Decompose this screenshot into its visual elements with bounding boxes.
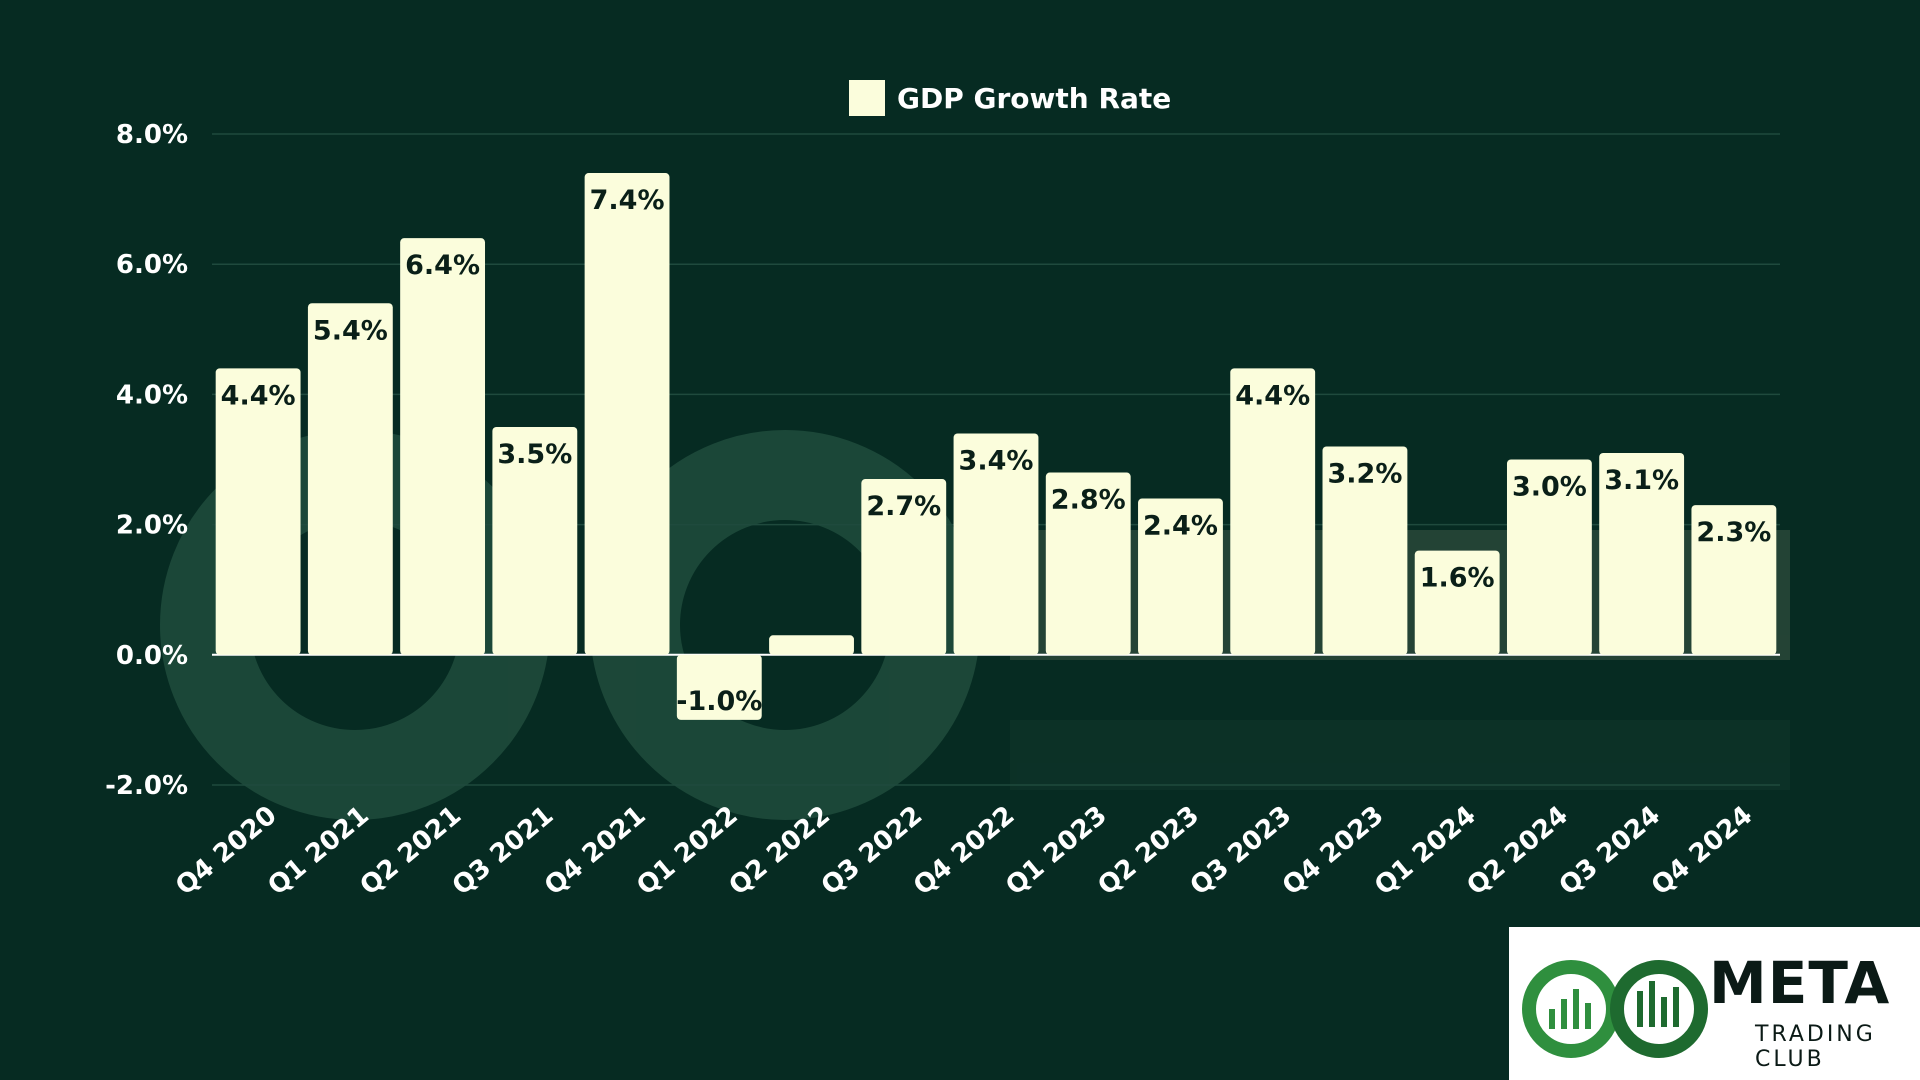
brand-logo: META TRADING CLUB <box>1509 927 1920 1080</box>
data-label: 1.6% <box>1420 563 1495 594</box>
data-label: -1.0% <box>676 686 762 717</box>
x-tick-label: Q1 2022 <box>631 800 743 901</box>
x-tick-label: Q4 2021 <box>539 800 651 901</box>
y-tick-label: 8.0% <box>116 120 188 150</box>
data-labels: 4.4% 5.4% 6.4% 3.5% 7.4% -1.0% 2.7% 3.4% 2.8% 2.4… <box>221 185 1772 717</box>
data-label: 4.4% <box>1235 380 1310 411</box>
data-label: 2.7% <box>866 491 941 522</box>
brand-name: META <box>1709 949 1891 1017</box>
data-label: 4.4% <box>221 380 296 411</box>
x-tick-label: Q1 2023 <box>1000 800 1112 901</box>
bar <box>215 368 301 655</box>
bar <box>953 433 1039 655</box>
bar <box>1138 498 1223 655</box>
infinity-chart-icon <box>1522 960 1708 1058</box>
legend: GDP Growth Rate <box>849 80 1171 116</box>
bar <box>1045 472 1131 655</box>
data-label: 3.4% <box>959 445 1034 476</box>
data-label: 2.4% <box>1143 511 1218 542</box>
y-tick-label: 6.0% <box>116 250 188 280</box>
legend-label: GDP Growth Rate <box>897 82 1171 115</box>
bar <box>1691 505 1777 655</box>
x-tick-label: Q2 2024 <box>1461 800 1573 901</box>
bar <box>676 654 762 720</box>
data-label: 5.4% <box>313 315 388 346</box>
legend-swatch <box>849 80 885 116</box>
bar <box>1506 459 1592 655</box>
brand-tagline: TRADING CLUB <box>1755 1022 1876 1072</box>
bar <box>861 479 947 655</box>
y-tick-label: -2.0% <box>105 771 188 801</box>
x-tick-label: Q4 2020 <box>170 800 282 901</box>
data-label: 6.4% <box>405 250 480 281</box>
x-tick-label: Q3 2024 <box>1554 800 1666 901</box>
bar <box>400 238 486 655</box>
x-tick-label: Q2 2023 <box>1093 800 1205 901</box>
data-label: 3.1% <box>1604 465 1679 496</box>
bar <box>1414 550 1500 655</box>
bar <box>1322 446 1408 655</box>
x-tick-label: Q3 2023 <box>1185 800 1297 901</box>
data-label: 7.4% <box>590 185 665 216</box>
data-label: 3.2% <box>1327 458 1402 489</box>
data-label: 2.3% <box>1696 517 1771 548</box>
y-tick-label: 4.0% <box>116 380 188 410</box>
data-label: 2.8% <box>1051 485 1126 516</box>
y-axis-ticks: -2.0% 0.0% 2.0% 4.0% 6.0% 8.0% <box>105 120 188 801</box>
x-tick-label: Q1 2024 <box>1369 800 1481 901</box>
data-label: 3.0% <box>1512 472 1587 503</box>
x-tick-label: Q4 2023 <box>1277 800 1389 901</box>
x-tick-label: Q4 2024 <box>1646 800 1758 901</box>
bar <box>1230 368 1316 655</box>
x-tick-label: Q3 2021 <box>447 800 559 901</box>
y-tick-label: 0.0% <box>116 641 188 671</box>
bar <box>769 635 854 655</box>
bar <box>492 426 578 655</box>
bar <box>1599 452 1685 655</box>
x-tick-label: Q3 2022 <box>816 800 928 901</box>
bars <box>215 173 1777 720</box>
x-tick-label: Q4 2022 <box>908 800 1020 901</box>
y-tick-label: 2.0% <box>116 511 188 541</box>
bar <box>307 303 393 655</box>
data-label: 3.5% <box>497 439 572 470</box>
bar <box>584 173 670 655</box>
